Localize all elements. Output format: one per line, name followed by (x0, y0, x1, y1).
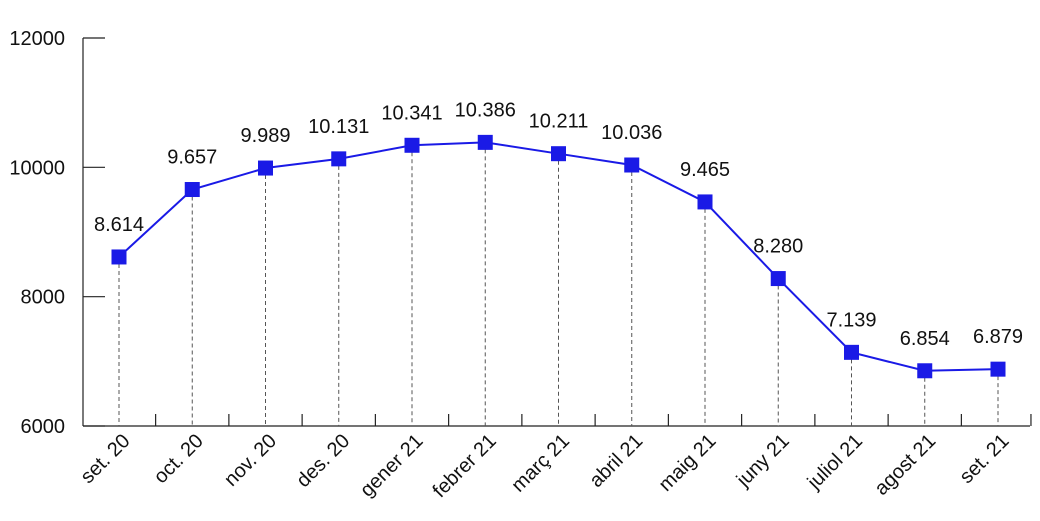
data-label: 9.989 (240, 125, 290, 147)
data-point-marker (770, 271, 786, 287)
data-point-marker (477, 134, 493, 150)
x-category-label: febrer 21 (429, 430, 501, 502)
data-point-marker (624, 157, 640, 173)
data-point-marker (917, 363, 933, 379)
x-category-label: nov. 20 (220, 430, 281, 491)
x-category-label: set. 20 (77, 430, 135, 488)
y-tick-label: 12000 (9, 28, 65, 50)
data-point-marker (111, 249, 127, 265)
x-category-label: oct. 20 (150, 430, 208, 488)
data-label: 9.465 (680, 159, 730, 181)
x-category-label: des. 20 (292, 430, 354, 492)
data-point-marker (990, 361, 1006, 377)
data-label: 8.614 (94, 214, 144, 236)
data-label: 8.280 (753, 236, 803, 258)
data-label: 6.854 (900, 328, 950, 350)
x-category-label: gener 21 (356, 430, 427, 501)
data-label: 9.657 (167, 147, 217, 169)
data-point-marker (697, 194, 713, 210)
data-point-marker (551, 146, 566, 162)
data-point-marker (258, 160, 273, 176)
data-label: 6.879 (973, 326, 1023, 348)
y-tick-label: 10000 (9, 157, 65, 179)
x-category-label: agost 21 (870, 430, 940, 500)
x-category-label: maig 21 (655, 430, 721, 496)
y-tick-label: 8000 (21, 287, 66, 309)
data-label: 7.139 (826, 309, 876, 331)
data-label: 10.341 (381, 102, 442, 124)
data-label: 10.211 (529, 111, 589, 133)
data-point-marker (184, 182, 200, 198)
data-point-marker (331, 151, 347, 167)
data-point-marker (844, 344, 859, 360)
x-category-label: juny 21 (732, 430, 794, 492)
x-category-label: set. 21 (956, 430, 1014, 488)
y-tick-label: 6000 (21, 416, 66, 438)
data-point-marker (404, 137, 420, 153)
x-category-label: març 21 (507, 430, 574, 497)
data-label: 10.036 (601, 122, 662, 144)
x-category-label: abril 21 (585, 430, 647, 492)
data-label: 10.131 (308, 116, 369, 138)
x-category-label: juliol 21 (803, 430, 867, 494)
data-label: 10.386 (455, 99, 516, 121)
